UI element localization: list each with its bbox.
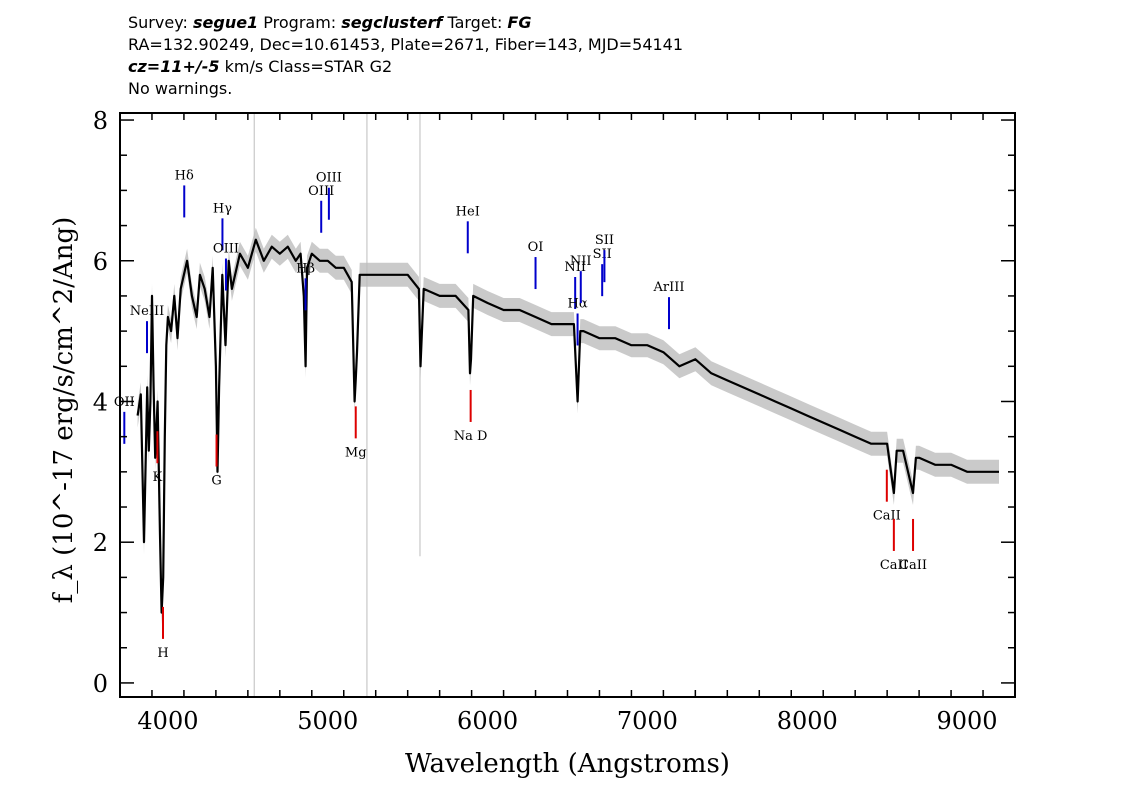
absorption-line-label: CaII xyxy=(899,558,927,573)
cz-value: cz=11+/-5 xyxy=(128,57,220,76)
emission-line-label: NII xyxy=(570,254,592,269)
x-tick-label: 6000 xyxy=(457,707,518,735)
absorption-line-label: Mg xyxy=(345,445,367,460)
survey-value: segue1 xyxy=(192,13,259,32)
program-label: Program: xyxy=(263,13,337,32)
x-tick-label: 8000 xyxy=(777,707,838,735)
survey-label: Survey: xyxy=(128,13,188,32)
emission-line-label: Hβ xyxy=(296,261,315,276)
axes-layer: 4000 5000 6000 7000 8000 9000 0 2 4 6 8 Wavelength … xyxy=(49,107,1016,779)
y-tick-label: 8 xyxy=(93,107,108,135)
emission-line-label: Hδ xyxy=(175,168,194,183)
program-value: segclusterf xyxy=(341,13,443,32)
class-text: km/s Class=STAR G2 xyxy=(219,57,393,76)
noise-band xyxy=(137,227,1000,625)
x-tick-label: 4000 xyxy=(137,707,198,735)
absorption-line-label: CaII xyxy=(873,509,901,524)
x-axis-title: Wavelength (Angstroms) xyxy=(405,749,730,779)
noise-band-layer xyxy=(137,227,1000,625)
header-line-2: RA=132.90249, Dec=10.61453, Plate=2671, … xyxy=(128,35,684,54)
grid-layer xyxy=(253,113,421,697)
target-label: Target: xyxy=(447,13,503,32)
header-line-3: cz=11+/-5 km/s Class=STAR G2 xyxy=(128,56,683,78)
emission-line-label: Hγ xyxy=(213,201,232,216)
target-value: FG xyxy=(507,13,532,32)
emission-line-label: OIII xyxy=(308,184,334,199)
emission-line-label: ArIII xyxy=(652,280,684,295)
header-line-4: No warnings. xyxy=(128,79,233,98)
y-axis-title: f_λ (10^-17 erg/s/cm^2/Ang) xyxy=(49,217,79,603)
emission-line-label: SII xyxy=(595,233,614,248)
y-tick-label: 6 xyxy=(93,248,108,276)
emission-line-label: OIII xyxy=(213,242,239,257)
y-tick-label: 4 xyxy=(93,388,108,416)
absorption-line-label: CaII xyxy=(880,558,908,573)
y-tick-label: 0 xyxy=(93,670,108,698)
emission-line-label: Hα xyxy=(568,296,588,311)
header-line-1: Survey: segue1 Program: segclusterf Targ… xyxy=(128,12,683,34)
x-tick-label: 9000 xyxy=(937,707,998,735)
emission-line-label: SII xyxy=(593,247,612,262)
spectrum-series-layer xyxy=(136,238,999,614)
spectrum-header: Survey: segue1 Program: segclusterf Targ… xyxy=(128,12,683,100)
emission-line-label: OIII xyxy=(316,171,342,186)
x-tick-label: 5000 xyxy=(297,707,358,735)
emission-line-label: HeI xyxy=(456,204,480,219)
absorption-line-label: K xyxy=(153,470,163,485)
y-tick-label: 2 xyxy=(93,529,108,557)
absorption-line-label: G xyxy=(211,474,221,489)
emission-line-label: OI xyxy=(528,240,544,255)
emission-line-label: OII xyxy=(114,395,135,410)
absorption-line-label: H xyxy=(157,646,168,661)
absorption-line-label: Na D xyxy=(454,429,488,444)
spectrum-line xyxy=(136,238,999,614)
x-tick-label: 7000 xyxy=(617,707,678,735)
emission-line-label: NeIII xyxy=(130,304,164,319)
